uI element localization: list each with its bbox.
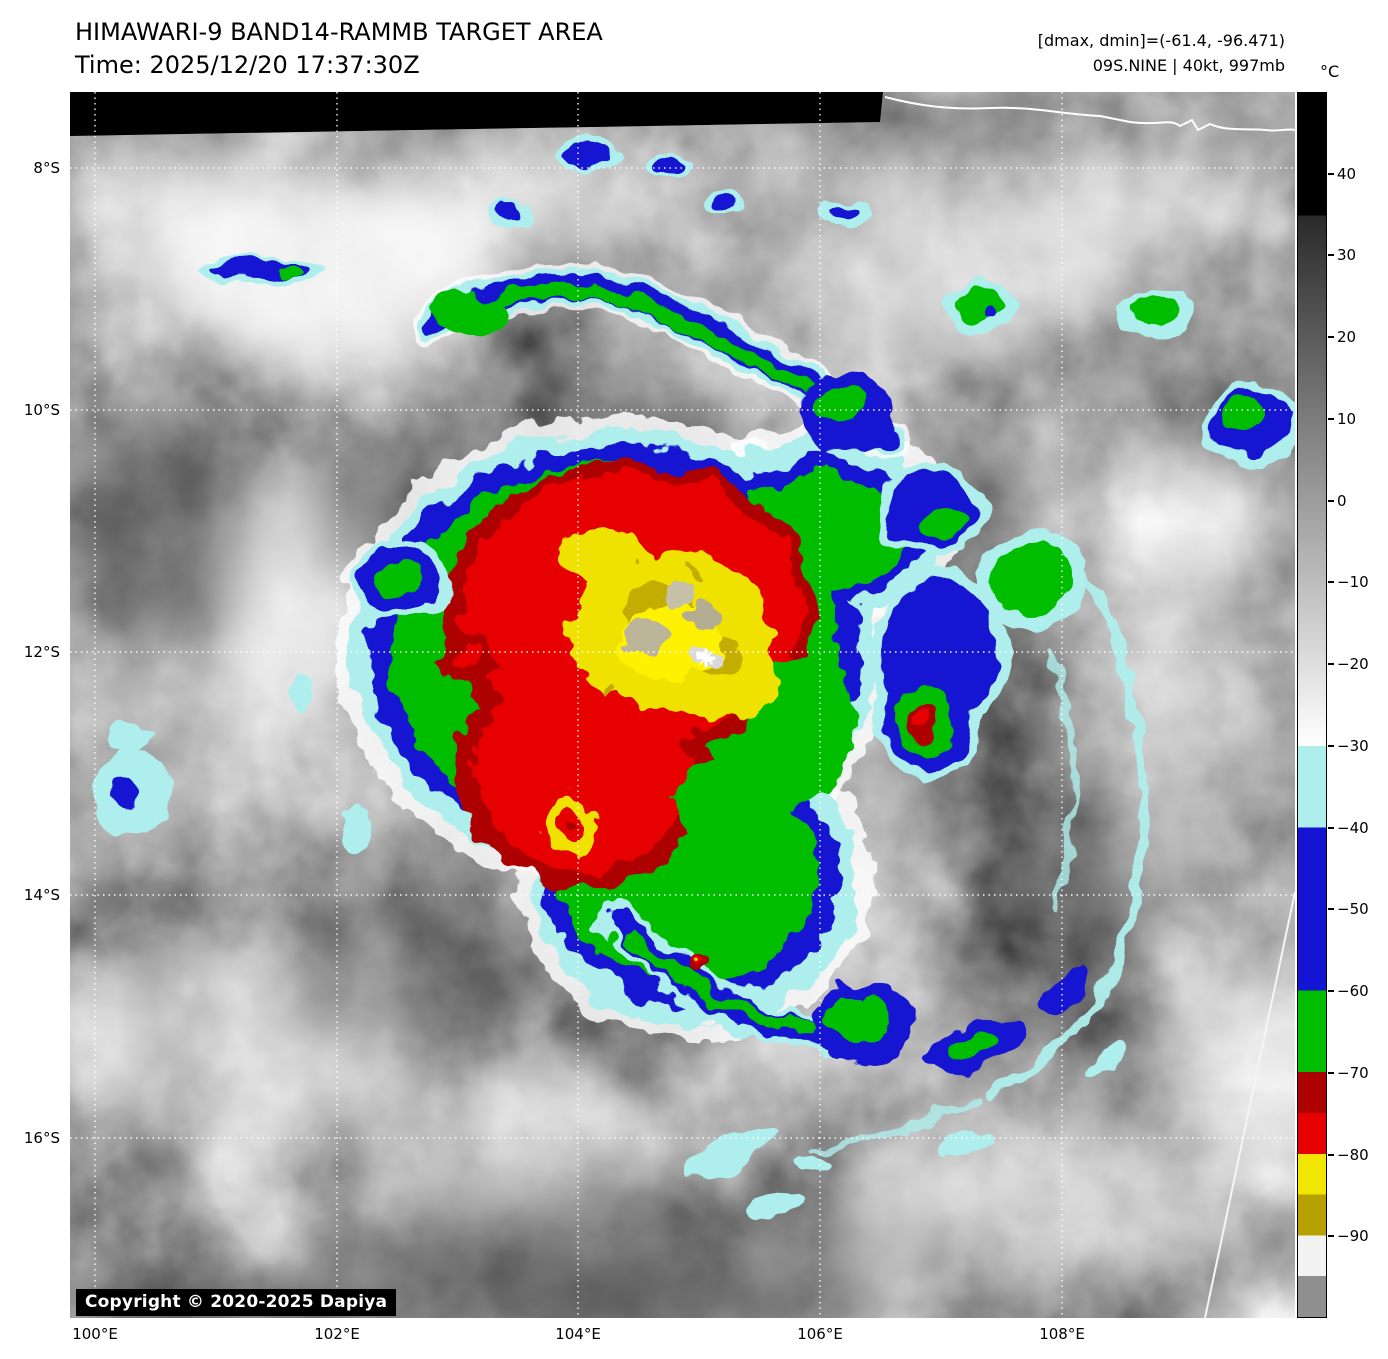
lon-label: 100°E [72, 1325, 118, 1343]
colorbar-tick-label: −80 [1328, 1145, 1369, 1164]
satellite-map: Copyright © 2020-2025 Dapiya [70, 92, 1295, 1318]
colorbar-unit-label: °C [1320, 62, 1340, 81]
header: HIMAWARI-9 BAND14-RAMMB TARGET AREA Time… [75, 16, 603, 82]
scan-edge-line [1204, 891, 1295, 1318]
colorbar-tick-label: 40 [1327, 164, 1357, 183]
lon-label: 104°E [555, 1325, 601, 1343]
storm-readout: 09S.NINE | 40kt, 997mb [1092, 56, 1285, 75]
colorbar-tick-label: −20 [1328, 655, 1369, 674]
cyclone [337, 414, 960, 1040]
storm-center-marker [696, 648, 716, 668]
header-readouts: [dmax, dmin]=(-61.4, -96.471) 09S.NINE |… [1038, 28, 1285, 78]
lon-label: 106°E [797, 1325, 843, 1343]
colorbar-tick-label: −50 [1328, 900, 1369, 919]
colorbar-tick-label: 10 [1327, 409, 1357, 428]
lat-label: 8°S [33, 159, 60, 177]
colorbar-tick-label: −70 [1328, 1063, 1369, 1082]
lon-label: 108°E [1039, 1325, 1085, 1343]
colorbar-tick-label: −60 [1328, 982, 1369, 1001]
page-title: HIMAWARI-9 BAND14-RAMMB TARGET AREA [75, 18, 603, 46]
lat-label: 16°S [23, 1129, 60, 1147]
colorbar-tick-label: −90 [1328, 1227, 1369, 1246]
timestamp: Time: 2025/12/20 17:37:30Z [75, 51, 420, 79]
colorbar-tick-label: 20 [1327, 328, 1357, 347]
east-rainband [872, 467, 1090, 777]
colorbar-tick-label: −30 [1328, 736, 1369, 755]
lat-label: 12°S [23, 643, 60, 661]
cloud-shadows [70, 382, 1170, 1318]
satellite-image [70, 92, 1295, 1318]
copyright-badge: Copyright © 2020-2025 Dapiya [76, 1289, 397, 1316]
colorbar-gradient [1297, 92, 1327, 1318]
north-rainband [409, 263, 911, 463]
colorbar-ticks: 40 30 20 10 0 −10 −20 −30 −40 −50 −60 −70 −80 −90 [1297, 92, 1388, 1318]
colorbar: °C 40 30 20 10 0 −10 −20 −30 −40 −50 −60 −70 −80 −90 [1297, 62, 1388, 1318]
colorbar-tick-label: 30 [1327, 246, 1357, 265]
colorbar-tick-label: 0 [1328, 491, 1347, 510]
lat-label: 10°S [23, 401, 60, 419]
coastline [884, 96, 1295, 132]
colorbar-tick-label: −40 [1328, 818, 1369, 837]
imagery [70, 92, 1295, 1318]
colorbar-tick-label: −10 [1328, 573, 1369, 592]
scattered-cells [92, 134, 1295, 1219]
lat-label: 14°S [23, 886, 60, 904]
map-gridlines [70, 92, 1295, 1318]
outer-band-arcs [808, 555, 1149, 1154]
dmax-dmin-readout: [dmax, dmin]=(-61.4, -96.471) [1037, 31, 1285, 50]
south-rainband [597, 899, 911, 1066]
lon-label: 102°E [314, 1325, 360, 1343]
